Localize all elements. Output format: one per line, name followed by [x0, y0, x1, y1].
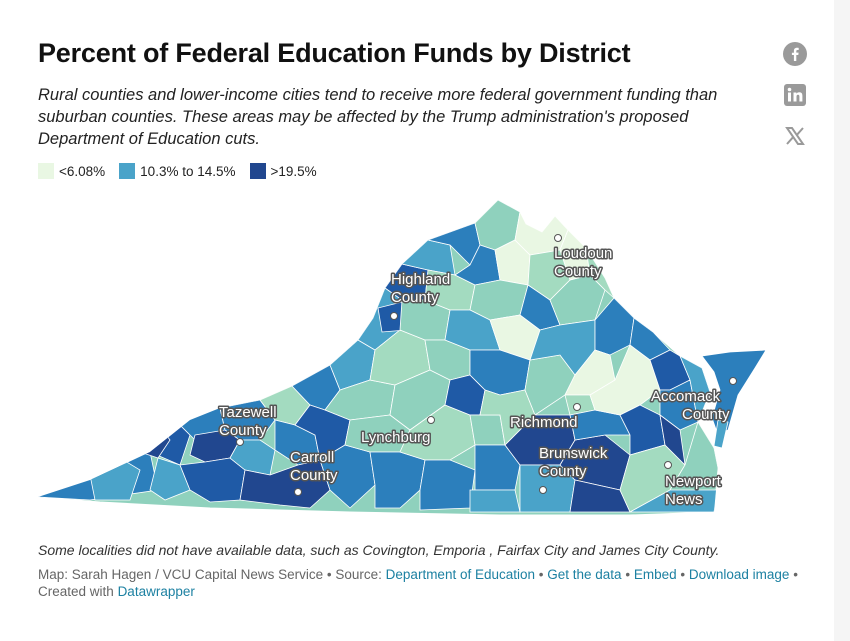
map-marker — [664, 461, 672, 469]
facebook-icon[interactable] — [782, 41, 808, 67]
get-data-link[interactable]: Get the data — [547, 567, 622, 582]
legend-item: >19.5% — [249, 163, 317, 179]
county-region[interactable] — [679, 355, 711, 424]
county-region[interactable] — [629, 317, 671, 361]
county-region[interactable] — [469, 414, 506, 446]
map-label-carroll: Carroll County — [290, 449, 338, 484]
chart-footer: Map: Sarah Hagen / VCU Capital News Serv… — [38, 566, 798, 600]
separator: • — [625, 567, 634, 582]
map-marker — [554, 234, 562, 242]
legend-item: <6.08% — [38, 163, 105, 179]
legend-label: >19.5% — [270, 163, 317, 179]
embed-link[interactable]: Embed — [633, 567, 677, 582]
x-icon[interactable] — [782, 123, 808, 149]
legend-label: <6.08% — [59, 163, 106, 179]
county-region[interactable] — [419, 459, 476, 511]
legend-swatch — [38, 163, 54, 179]
created-prefix: Created with — [38, 584, 114, 599]
map-label-loudoun: Loudoun County — [554, 245, 617, 280]
county-region[interactable] — [149, 457, 191, 501]
source-link[interactable]: Department of Education — [385, 567, 536, 582]
datawrapper-link[interactable]: Datawrapper — [117, 584, 195, 599]
separator: • — [680, 567, 689, 582]
separator: • — [793, 567, 798, 582]
chart-notes: Some localities did not have available d… — [38, 542, 720, 558]
map-marker — [236, 438, 244, 446]
map-label-brunswick: Brunswick County — [539, 445, 612, 480]
county-region[interactable] — [713, 419, 729, 449]
legend-swatch — [249, 163, 266, 179]
map-marker — [729, 377, 737, 385]
source-prefix: Source: — [335, 567, 382, 582]
map-label-richmond: Richmond — [510, 414, 578, 431]
map-marker — [294, 488, 302, 496]
map-label-newport: Newport News — [665, 473, 725, 508]
chart-title: Percent of Federal Education Funds by Di… — [38, 38, 631, 68]
map-label-highland: Highland County — [391, 271, 454, 306]
county-region[interactable] — [569, 247, 615, 299]
county-region[interactable] — [629, 489, 718, 513]
map-marker — [573, 403, 581, 411]
county-region[interactable] — [469, 489, 521, 513]
legend-label: 10.3% to 14.5% — [140, 163, 236, 179]
map-marker — [427, 416, 435, 424]
map-marker — [390, 312, 398, 320]
separator: • — [326, 567, 336, 582]
map-marker — [539, 486, 547, 494]
download-image-link[interactable]: Download image — [688, 567, 790, 582]
credit-text: Map: Sarah Hagen / VCU Capital News Serv… — [38, 567, 324, 582]
legend: <6.08% 10.3% to 14.5% >19.5% — [38, 163, 331, 179]
chart-subtitle: Rural counties and lower-income cities t… — [38, 86, 718, 148]
map-label-tazewell: Tazewell County — [219, 404, 281, 439]
legend-swatch — [119, 163, 136, 179]
accomack-county[interactable] — [701, 349, 767, 436]
carroll-county[interactable] — [239, 459, 331, 509]
linkedin-icon[interactable] — [782, 82, 808, 108]
separator: • — [538, 567, 548, 582]
virginia-map[interactable]: Loudoun County Highland County Accomack … — [30, 190, 775, 525]
map-label-accomack: Accomack County — [651, 388, 730, 423]
legend-item: 10.3% to 14.5% — [119, 163, 236, 179]
map-label-lynchburg: Lynchburg — [361, 429, 431, 446]
